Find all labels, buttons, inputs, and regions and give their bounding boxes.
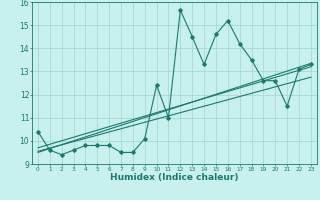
X-axis label: Humidex (Indice chaleur): Humidex (Indice chaleur) bbox=[110, 173, 239, 182]
